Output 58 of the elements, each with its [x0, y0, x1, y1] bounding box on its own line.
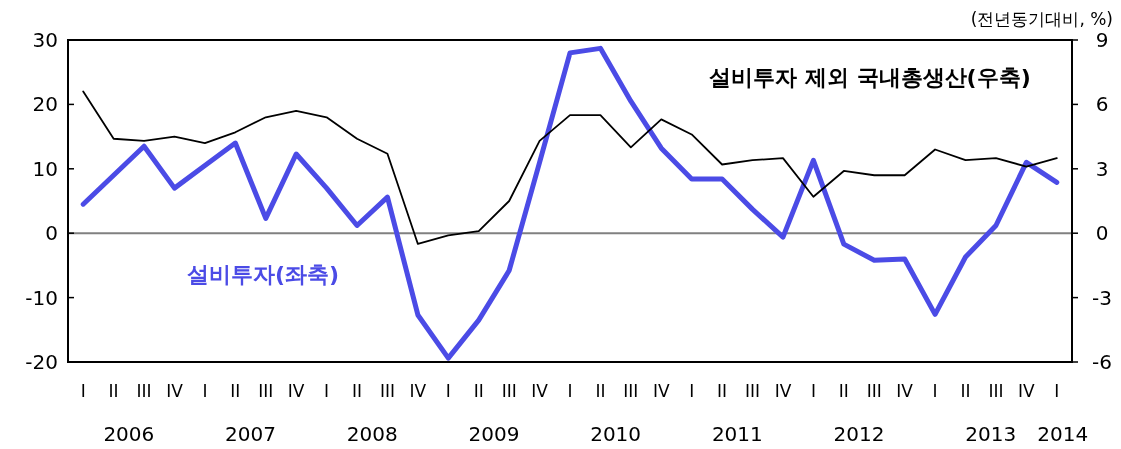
- text: 2011: [711, 422, 763, 446]
- x-tick-label: IV: [896, 381, 914, 401]
- x-tick-label: IV: [1018, 381, 1036, 401]
- x-tick-label: II: [595, 381, 606, 401]
- x-tick-label: I: [1054, 381, 1060, 401]
- text: 2006: [103, 422, 155, 446]
- x-tick-label: IV: [166, 381, 184, 401]
- x-tick-label: II: [352, 381, 363, 401]
- x-tick-label: II: [108, 381, 119, 401]
- y-tick-label: -10: [25, 285, 58, 310]
- y-tick-label: 10: [32, 156, 58, 181]
- y-tick-label: -20: [25, 350, 58, 374]
- text: 2010: [590, 422, 642, 446]
- x-tick-label: II: [960, 381, 971, 401]
- x-tick-label: IV: [652, 381, 670, 401]
- x-tick-label: III: [379, 381, 395, 401]
- x-tick-label: II: [473, 381, 484, 401]
- x-tick-label: III: [623, 381, 639, 401]
- x-tick-label: II: [838, 381, 849, 401]
- text: 2008: [346, 422, 398, 446]
- y2-tick-label: -3: [1092, 285, 1112, 310]
- x-tick-label: I: [445, 381, 451, 401]
- y-tick-label: 30: [32, 28, 58, 52]
- x-tick-label: I: [932, 381, 938, 401]
- x-tick-label: I: [567, 381, 573, 401]
- y2-tick-label: -6: [1092, 350, 1112, 374]
- x-tick-label: III: [501, 381, 517, 401]
- x-tick-label: I: [324, 381, 330, 401]
- x-tick-label: IV: [774, 381, 792, 401]
- series-label: 설비투자(좌축): [186, 262, 340, 287]
- chart-subtitle: (전년동기대비, %): [970, 9, 1113, 29]
- text: 설비투자 제외 국내총생산(우축): [709, 65, 1031, 90]
- x-tick-label: III: [988, 381, 1004, 401]
- x-tick-label: I: [689, 381, 695, 401]
- y-tick-label: 20: [32, 92, 58, 117]
- x-tick-label: IV: [531, 381, 549, 401]
- y2-tick-label: 6: [1095, 92, 1109, 117]
- x-tick-label: III: [136, 381, 152, 401]
- y2-tick-label: 3: [1095, 156, 1109, 181]
- x-tick-label: I: [202, 381, 208, 401]
- x-tick-label: IV: [409, 381, 427, 401]
- x-tick-label: I: [80, 381, 86, 401]
- text: 2012: [833, 422, 885, 446]
- x-tick-label: IV: [287, 381, 305, 401]
- text: 2013: [965, 422, 1017, 446]
- text: 2007: [225, 422, 276, 446]
- y2-tick-label: 9: [1095, 28, 1109, 52]
- y-tick-label: 0: [45, 221, 58, 246]
- x-tick-label: II: [230, 381, 241, 401]
- x-tick-label: III: [866, 381, 882, 401]
- x-tick-label: I: [810, 381, 816, 401]
- line-series: [82, 90, 1058, 245]
- text: 2014: [1037, 422, 1089, 446]
- x-tick-label: III: [745, 381, 761, 401]
- text: 2009: [468, 422, 520, 446]
- y2-tick-label: 0: [1095, 221, 1109, 246]
- x-tick-label: II: [717, 381, 728, 401]
- x-tick-label: III: [258, 381, 274, 401]
